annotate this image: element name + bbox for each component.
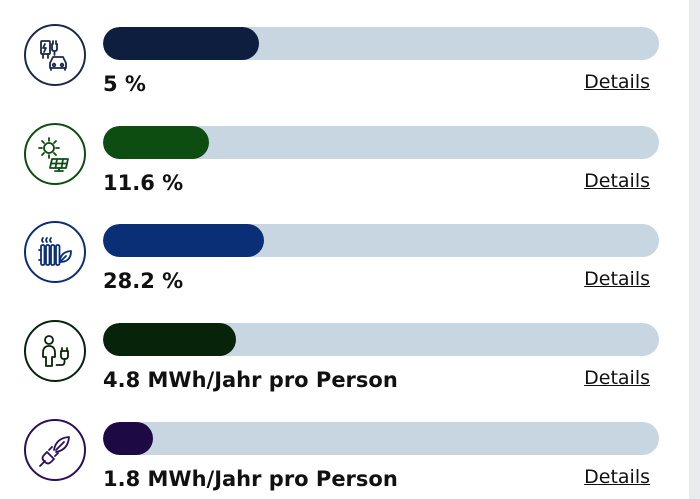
leaf-plug-icon (24, 419, 86, 481)
indicator-value: 5 % (103, 72, 146, 96)
progress-track (103, 126, 659, 159)
indicator-solar-share: 11.6 % Details (0, 99, 689, 198)
details-link[interactable]: Details (584, 367, 650, 389)
indicator-heating-share: 28.2 % Details (0, 197, 689, 296)
progress-fill (103, 422, 154, 455)
indicator-value: 28.2 % (103, 269, 184, 293)
ev-charging-car-icon (24, 24, 86, 86)
indicator-consumption-per-person: 4.8 MWh/Jahr pro Person Details (0, 296, 689, 395)
progress-fill (103, 323, 237, 356)
indicator-value: 4.8 MWh/Jahr pro Person (103, 368, 398, 392)
progress-track (103, 224, 659, 257)
details-link[interactable]: Details (584, 71, 650, 93)
progress-track (103, 422, 659, 455)
details-link[interactable]: Details (584, 268, 650, 290)
person-plug-icon (24, 320, 86, 382)
indicator-value: 11.6 % (103, 171, 184, 195)
solar-panel-icon (24, 123, 86, 185)
progress-track (103, 323, 659, 356)
indicator-renewable-per-person: 1.8 MWh/Jahr pro Person Details (0, 395, 689, 494)
progress-fill (103, 126, 209, 159)
indicator-value: 1.8 MWh/Jahr pro Person (103, 467, 398, 491)
details-link[interactable]: Details (584, 466, 650, 488)
progress-fill (103, 224, 265, 257)
indicator-ev-share: 5 % Details (0, 0, 689, 99)
details-link[interactable]: Details (584, 170, 650, 192)
progress-fill (103, 27, 259, 60)
progress-track (103, 27, 659, 60)
radiator-leaf-icon (24, 221, 86, 283)
scroll-edge (689, 0, 700, 499)
